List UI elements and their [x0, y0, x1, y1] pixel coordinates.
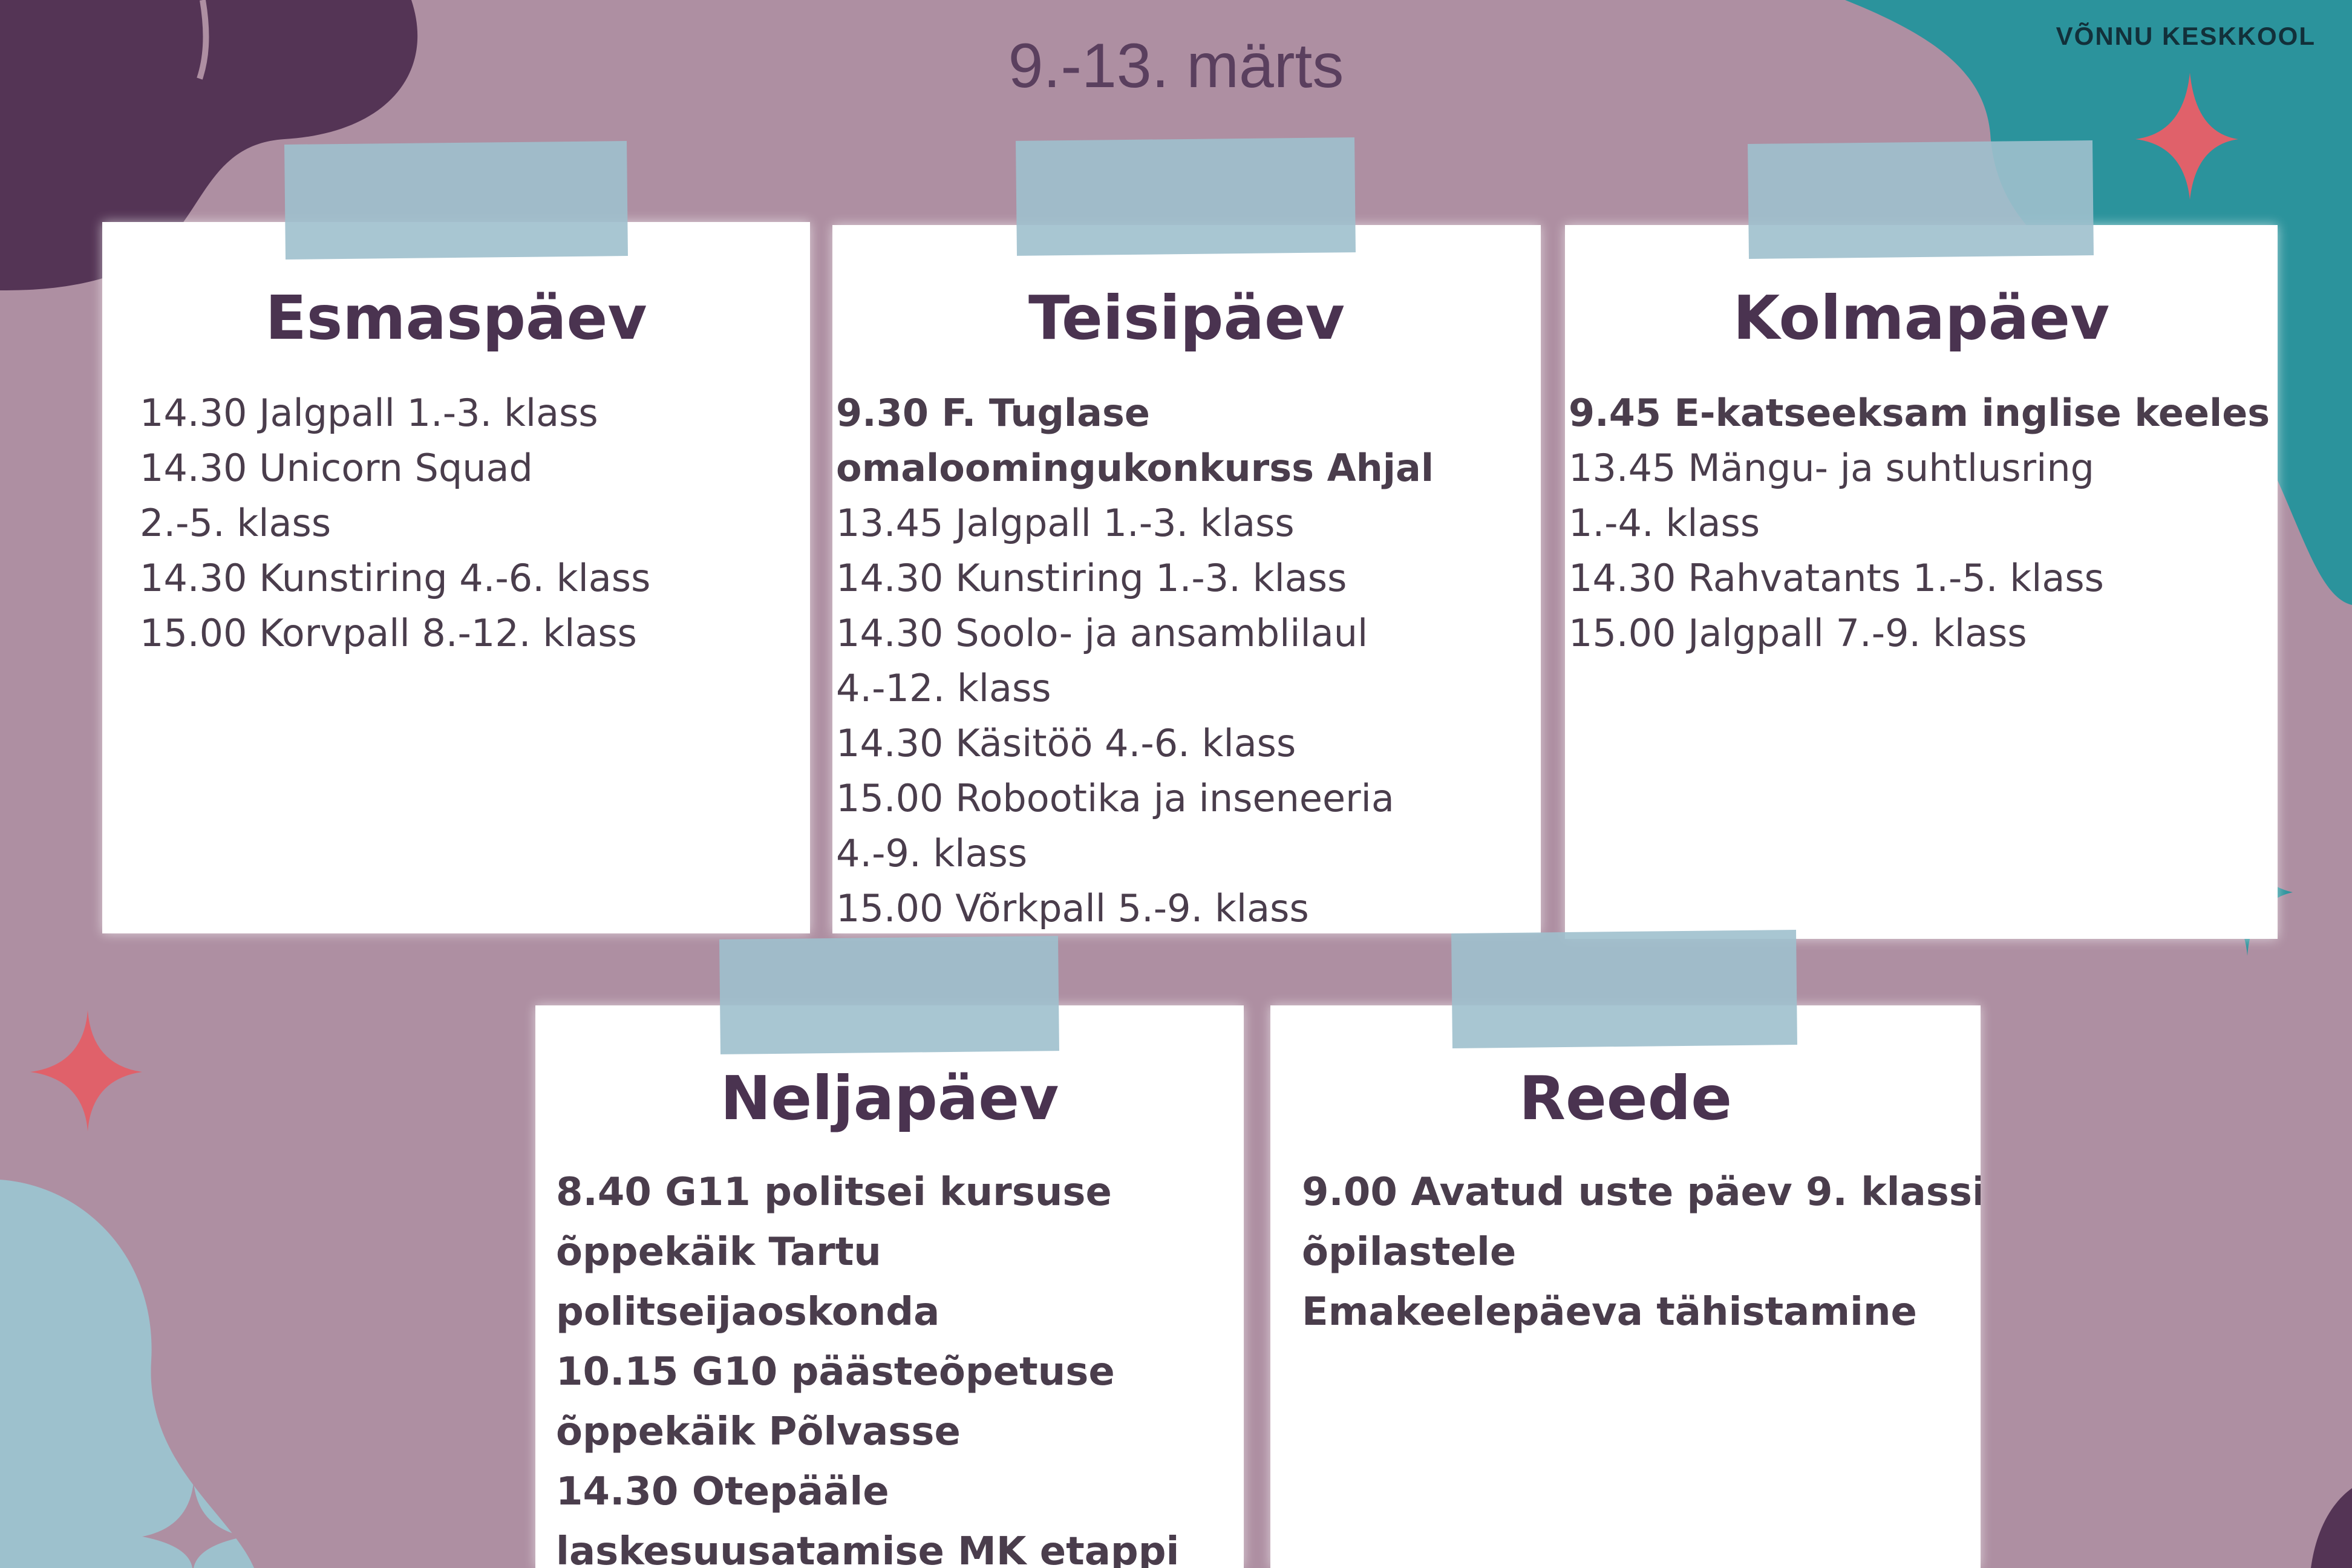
event-item: 4.-12. klass: [836, 666, 1051, 710]
day-card-neljapäev: Neljapäev 8.40 G11 politsei kursuse õppekä…: [535, 1005, 1244, 1568]
event-list: 9.00 Avatud uste päev 9. klassi õpilastel…: [1302, 1163, 1981, 1342]
event-item: 15.00 Jalgpall 7.-9. klass: [1569, 611, 2027, 655]
event-item: 13.45 Jalgpall 1.-3. klass: [836, 501, 1295, 545]
event-list: 9.45 E-katseeksam inglise keeles 13.45 Mä…: [1569, 385, 2270, 661]
day-card-kolmapäev: Kolmapäev 9.45 E-katseeksam inglise keele…: [1565, 225, 2278, 939]
event-item: 14.30 Otepääle: [556, 1469, 889, 1514]
event-item: 15.00 Korvpall 8.-12. klass: [140, 611, 637, 655]
event-item: 15.00 Võrkpall 5.-9. klass: [836, 886, 1309, 930]
blob-bottom-right: [2311, 1488, 2352, 1568]
event-item: laskesuusatamise MK etappi: [556, 1529, 1180, 1568]
day-title: Esmaspäev: [265, 283, 647, 353]
day-title: Kolmapäev: [1733, 283, 2110, 353]
event-item: 4.-9. klass: [836, 831, 1028, 875]
event-item: omaloomingukonkurss Ahjal: [836, 446, 1434, 490]
event-item: 10.15 G10 päästeõpetuse: [556, 1350, 1115, 1394]
day-title: Neljapäev: [720, 1063, 1059, 1134]
event-item: Emakeelepäeva tähistamine: [1302, 1290, 1917, 1334]
event-item: 1.-4. klass: [1569, 501, 1760, 545]
event-item: 14.30 Käsitöö 4.-6. klass: [836, 721, 1296, 765]
day-card-esmaspäev: Esmaspäev 14.30 Jalgpall 1.-3. klass 14.30…: [102, 222, 810, 933]
sparkle-icon: [2135, 73, 2238, 200]
event-item: 14.30 Soolo- ja ansamblilaul: [836, 611, 1368, 655]
event-item: 2.-5. klass: [140, 501, 332, 545]
event-item: 13.45 Mängu- ja suhtlusring: [1569, 446, 2095, 490]
event-item: 14.30 Rahvatants 1.-5. klass: [1569, 556, 2104, 600]
school-logo: VÕNNU KESKKOOL: [2056, 22, 2316, 50]
event-item: õppekäik Põlvasse: [556, 1410, 961, 1454]
event-item: 14.30 Unicorn Squad: [140, 446, 533, 490]
event-item: 14.30 Kunstiring 4.-6. klass: [140, 556, 651, 600]
event-item: õpilastele: [1302, 1230, 1517, 1275]
event-item: 9.00 Avatud uste päev 9. klassi: [1302, 1170, 1981, 1215]
day-title: Reede: [1518, 1063, 1733, 1134]
tape-decoration: [284, 141, 628, 260]
tape-decoration: [1748, 140, 2094, 259]
event-item: 9.30 F. Tuglase: [836, 391, 1150, 435]
tape-decoration: [1451, 930, 1797, 1048]
day-card-reede: Reede 9.00 Avatud uste päev 9. klassi õpil…: [1270, 1005, 1981, 1568]
tape-decoration: [1016, 137, 1356, 256]
event-list: 14.30 Jalgpall 1.-3. klass 14.30 Unicorn …: [140, 385, 650, 661]
event-list: 9.30 F. Tuglase omaloomingukonkurss Ahjal…: [836, 385, 1434, 933]
event-item: 15.00 Robootika ja inseneeria: [836, 776, 1394, 820]
tape-decoration: [719, 936, 1059, 1054]
blob-top-left: [0, 0, 418, 290]
day-title: Teisipäev: [1028, 283, 1345, 353]
blob-bottom-left: [0, 1180, 254, 1568]
event-item: 8.40 G11 politsei kursuse: [556, 1170, 1112, 1215]
event-list: 8.40 G11 politsei kursuse õppekäik Tartu p…: [556, 1163, 1179, 1568]
event-item: politseijaoskonda: [556, 1290, 940, 1334]
event-item: 9.45 E-katseeksam inglise keeles: [1569, 391, 2270, 435]
event-item: õppekäik Tartu: [556, 1230, 881, 1275]
sparkle-icon: [30, 1010, 142, 1131]
sparkle-icon: [142, 1482, 245, 1568]
event-item: 14.30 Kunstiring 1.-3. klass: [836, 556, 1347, 600]
blob-top-left-stroke: [197, 0, 209, 80]
blob-top-right: [1845, 0, 2352, 605]
day-card-teisipäev: Teisipäev 9.30 F. Tuglase omaloomingukonku…: [832, 225, 1541, 933]
event-item: 14.30 Jalgpall 1.-3. klass: [140, 391, 598, 435]
date-range: 9.-13. märts: [1008, 31, 1344, 101]
